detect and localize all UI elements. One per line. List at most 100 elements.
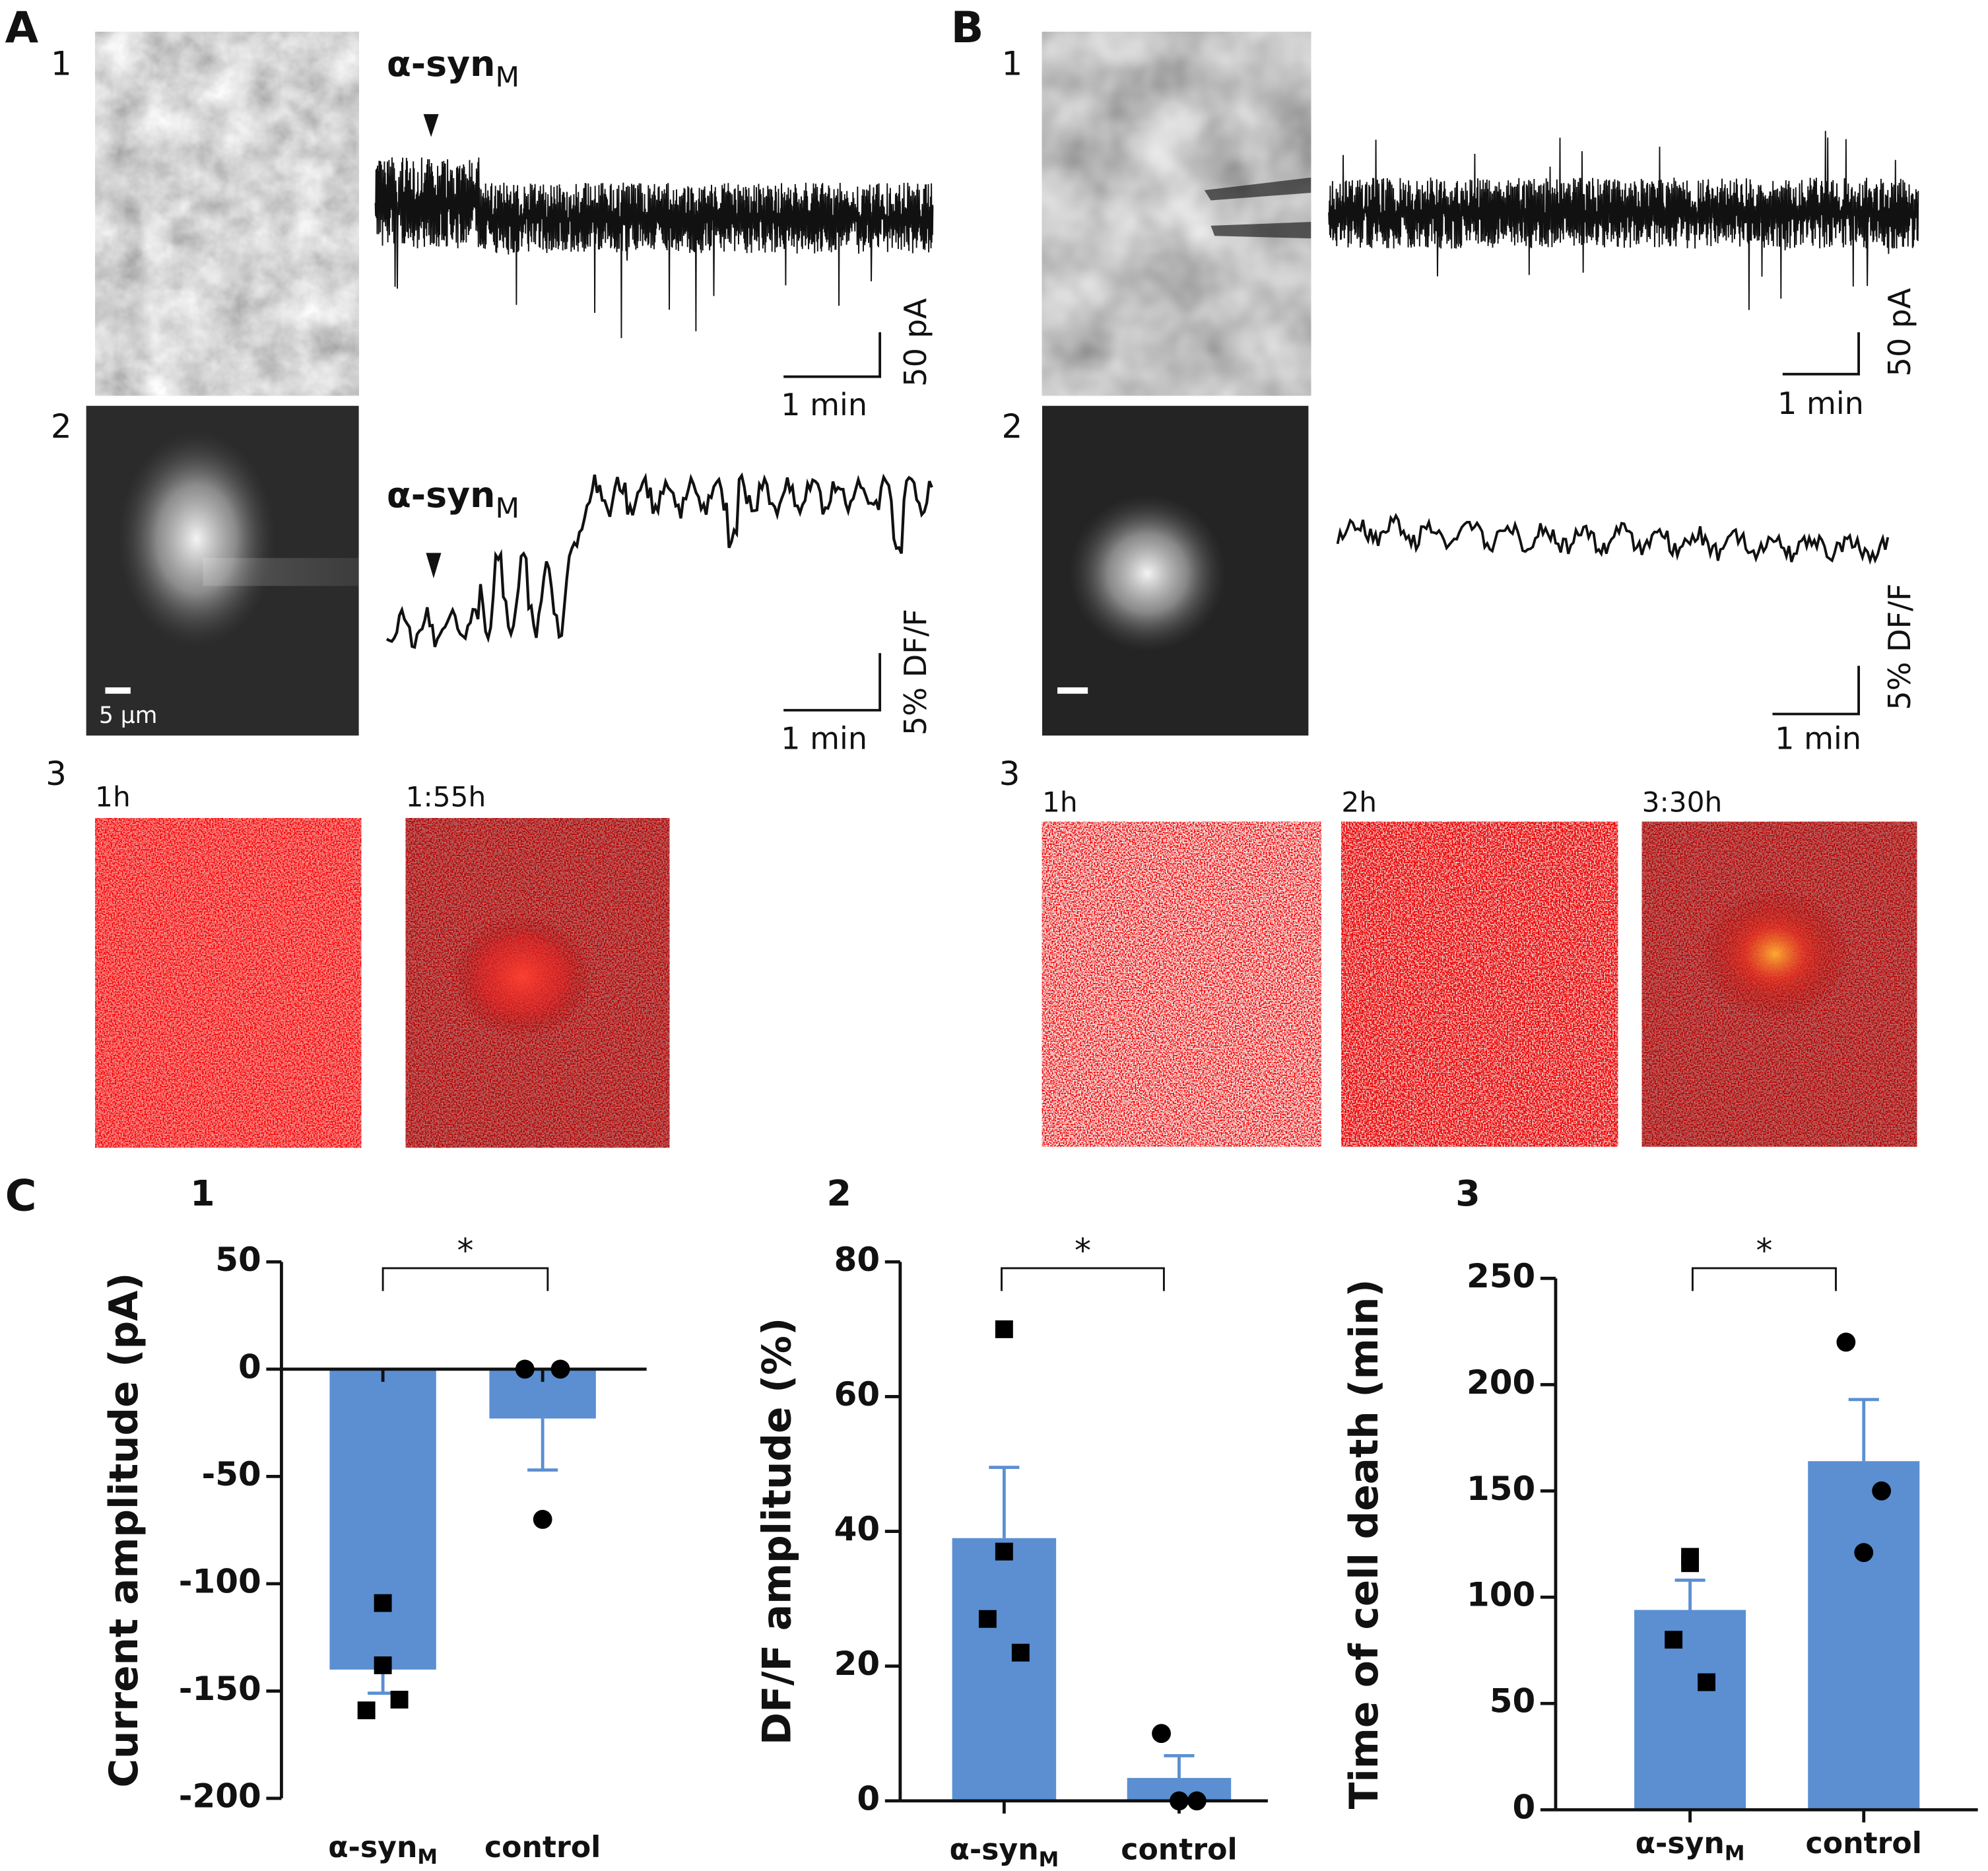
y-tick-label: 100 — [1467, 1576, 1535, 1614]
row-label: 2 — [51, 407, 72, 446]
chart-panel-label: 2 — [826, 1173, 851, 1214]
y-tick-label: 60 — [834, 1375, 880, 1413]
label-subscript: M — [495, 492, 519, 524]
scale-label: 1 min — [1777, 386, 1864, 421]
time-label: 2h — [1341, 786, 1377, 818]
significance: * — [1756, 1231, 1772, 1270]
bar — [1634, 1610, 1746, 1810]
chart-panel-label: 3 — [1455, 1173, 1480, 1214]
point — [1170, 1791, 1189, 1811]
scale-label: 5 μm — [99, 702, 158, 729]
y-tick-label: 200 — [1467, 1363, 1535, 1402]
row-label: 1 — [51, 44, 72, 83]
scale-label: 1 min — [781, 387, 867, 423]
scale-label: 50 pA — [898, 298, 933, 387]
significance-bracket — [1691, 1267, 1837, 1291]
row-label: 2 — [1002, 407, 1023, 446]
point — [533, 1509, 552, 1529]
x-tick-label: control — [1121, 1833, 1237, 1867]
y-tick-label: 50 — [1490, 1682, 1535, 1720]
point — [1011, 1643, 1030, 1662]
time-label: 3:30h — [1642, 786, 1723, 818]
point — [1152, 1724, 1171, 1744]
category-subscript: M — [1725, 1841, 1745, 1865]
image-b1 — [1042, 32, 1311, 396]
category: α-syn — [328, 1831, 417, 1864]
scale-label: 5% DF/F — [1882, 584, 1917, 710]
trace — [1328, 131, 1919, 310]
label-subscript: M — [495, 61, 519, 93]
category-subscript: M — [417, 1845, 438, 1869]
label-text: α-syn — [387, 43, 496, 85]
y-tick-label: 40 — [834, 1510, 880, 1548]
scale-bar — [105, 687, 131, 694]
significance: * — [457, 1231, 473, 1270]
image-b3-1 — [1042, 821, 1321, 1147]
image-b2-cell — [1069, 494, 1226, 652]
scale-label: 1 min — [781, 720, 867, 756]
row-label: 1 — [1002, 44, 1023, 83]
significance: * — [1075, 1231, 1091, 1270]
y-tick-label: 0 — [1512, 1788, 1535, 1827]
label-text: α-syn — [387, 474, 496, 516]
point — [1698, 1673, 1716, 1691]
y-tick-label: 150 — [1467, 1470, 1535, 1508]
point — [1854, 1543, 1874, 1563]
chart-panel-label: 1 — [190, 1173, 215, 1214]
category: α-syn — [1636, 1827, 1725, 1860]
row-label: 3 — [999, 755, 1020, 793]
trace — [385, 472, 933, 649]
category: control — [484, 1831, 601, 1864]
error-bar — [989, 1466, 1020, 1538]
point — [550, 1359, 570, 1379]
y-tick-label: -150 — [179, 1670, 261, 1708]
y-tick-label: 250 — [1467, 1257, 1535, 1295]
y-tick-label: -50 — [201, 1455, 261, 1493]
point — [1681, 1548, 1700, 1566]
panel-label: C — [5, 1171, 37, 1221]
point — [1665, 1631, 1683, 1649]
scale-label: 1 min — [1775, 720, 1861, 756]
image-a3-1 — [95, 818, 362, 1148]
y-tick-label: -200 — [179, 1777, 261, 1815]
y-tick-label: -100 — [179, 1562, 261, 1600]
point — [995, 1542, 1013, 1561]
bar — [952, 1538, 1057, 1801]
point — [374, 1594, 392, 1612]
point — [357, 1701, 376, 1720]
image-a1 — [95, 32, 359, 396]
image-a2-cell — [117, 431, 275, 647]
error-bar — [1164, 1754, 1195, 1779]
trace-label: α-synM — [387, 474, 519, 524]
row-label: 3 — [46, 755, 67, 793]
bar — [329, 1369, 436, 1670]
error-bar — [1674, 1579, 1706, 1610]
y-axis-label: Current amplitude (pA) — [102, 1273, 147, 1788]
image-b3-3-cell — [1699, 887, 1851, 1020]
y-tick-label: 20 — [834, 1645, 880, 1683]
point — [1836, 1332, 1856, 1352]
time-label: 1:55h — [406, 781, 486, 813]
panel-label: B — [951, 3, 984, 53]
y-tick-label: 50 — [215, 1241, 261, 1279]
y-axis-label: Time of cell death (min) — [1342, 1279, 1387, 1809]
time-label: 1h — [95, 781, 131, 813]
scale-bars — [783, 332, 1860, 716]
trace-label: α-synM — [387, 43, 519, 93]
category: control — [1806, 1827, 1922, 1860]
error-bar — [1848, 1398, 1879, 1462]
x-tick-label: α-synM — [1636, 1827, 1745, 1865]
x-tick-label: control — [1806, 1827, 1922, 1860]
error-bar — [527, 1418, 558, 1472]
point — [995, 1320, 1013, 1338]
time-label: 1h — [1042, 786, 1078, 818]
y-tick-label: 0 — [238, 1347, 261, 1386]
scale-label: 5% DF/F — [898, 609, 933, 735]
image-a3-2-cell — [452, 915, 593, 1038]
scale-label: 50 pA — [1882, 288, 1917, 377]
image-b3-2 — [1341, 821, 1618, 1147]
bar — [1808, 1461, 1920, 1810]
significance-bracket — [381, 1267, 549, 1291]
x-tick-label: α-synM — [949, 1833, 1059, 1871]
